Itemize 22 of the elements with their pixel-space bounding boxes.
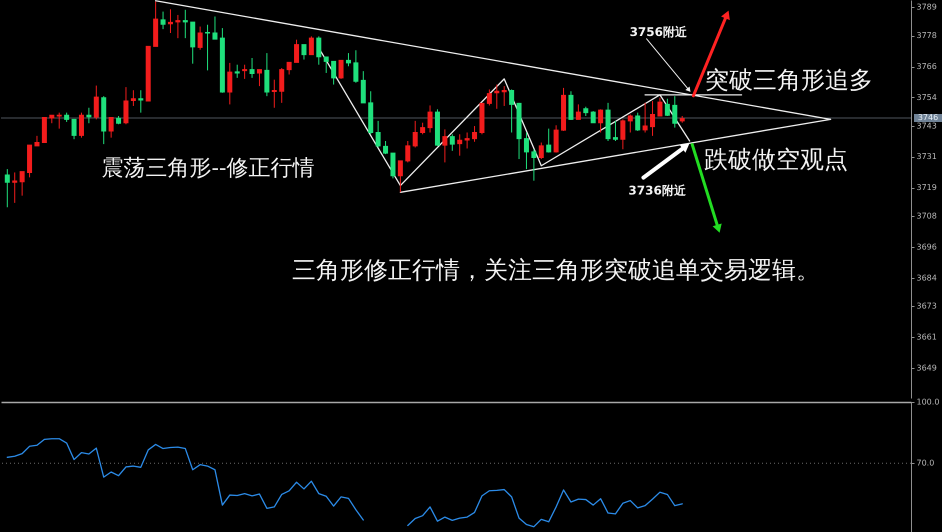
y-tick-label: 3649 (916, 364, 937, 373)
y-tick-label: 3673 (916, 302, 937, 311)
annotation: 突破三角形追多 (705, 66, 874, 94)
y-tick-label: 3754 (916, 92, 937, 102)
ref-line-label: 3746 (918, 113, 938, 122)
annotation: 跌破做空观点 (704, 146, 848, 174)
y-tick-label: 3684 (916, 273, 937, 282)
annotation: 三角形修正行情，关注三角形突破追单交易逻辑。 (292, 256, 820, 284)
y-tick-label: 3731 (916, 152, 937, 162)
y-tick-label: 3708 (916, 212, 937, 221)
annotation: 震荡三角形--修正行情 (102, 156, 314, 181)
annotation: 3756附近 (630, 24, 688, 39)
y-tick-label: 3743 (916, 121, 937, 130)
y-tick-label: 3778 (916, 31, 937, 40)
y-tick-label: 100.0 (916, 398, 940, 406)
y-tick-label: 70.0 (916, 458, 934, 468)
annotation: 3736附近 (628, 184, 687, 198)
y-tick-label: 3696 (916, 242, 937, 252)
y-tick-label: 3719 (916, 183, 937, 192)
y-tick-label: 3789 (916, 2, 937, 12)
y-tick-label: 3661 (916, 332, 937, 342)
y-tick-label: 3766 (916, 62, 937, 72)
